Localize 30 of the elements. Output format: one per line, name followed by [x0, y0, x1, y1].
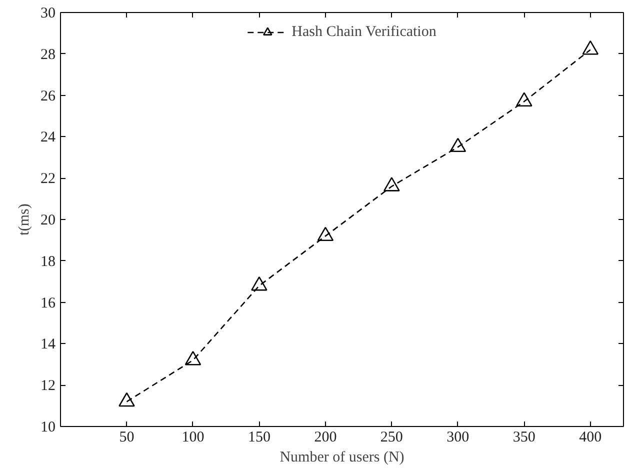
point: [118, 392, 135, 407]
y-tick-label: 12: [40, 378, 56, 394]
point: [251, 276, 268, 291]
x-axis-title: Number of users (N): [280, 450, 404, 466]
y-tick-label: 22: [40, 171, 56, 188]
x-tick-label: 250: [380, 430, 403, 446]
x-tick-label: 50: [119, 430, 134, 446]
point: [184, 350, 202, 366]
legend-label: Hash Chain Verification: [292, 24, 436, 40]
point: [317, 226, 334, 242]
point: [450, 138, 466, 152]
y-tick-label: 26: [40, 88, 56, 104]
y-tick-label: 28: [40, 46, 56, 63]
x-tick-label: 200: [314, 430, 337, 446]
y-tick-label: 10: [40, 420, 56, 436]
x-tick-label: 150: [248, 430, 270, 446]
x-tick-label: 350: [512, 430, 536, 446]
x-tick-label: 400: [579, 430, 602, 446]
y-tick-label: 14: [40, 336, 56, 353]
y-tick-label: 20: [40, 212, 56, 228]
y-tick-label: 24: [40, 130, 56, 146]
y-axis-title: t(ms): [16, 204, 32, 236]
y-tick-label: 18: [40, 254, 56, 270]
y-tick-label: 30: [40, 6, 56, 22]
y-tick-label: 16: [40, 295, 56, 312]
point: [384, 177, 400, 192]
point: [582, 40, 599, 55]
point: [516, 92, 532, 106]
x-tick-label: 300: [446, 430, 470, 446]
x-tick-label: 100: [182, 430, 204, 446]
